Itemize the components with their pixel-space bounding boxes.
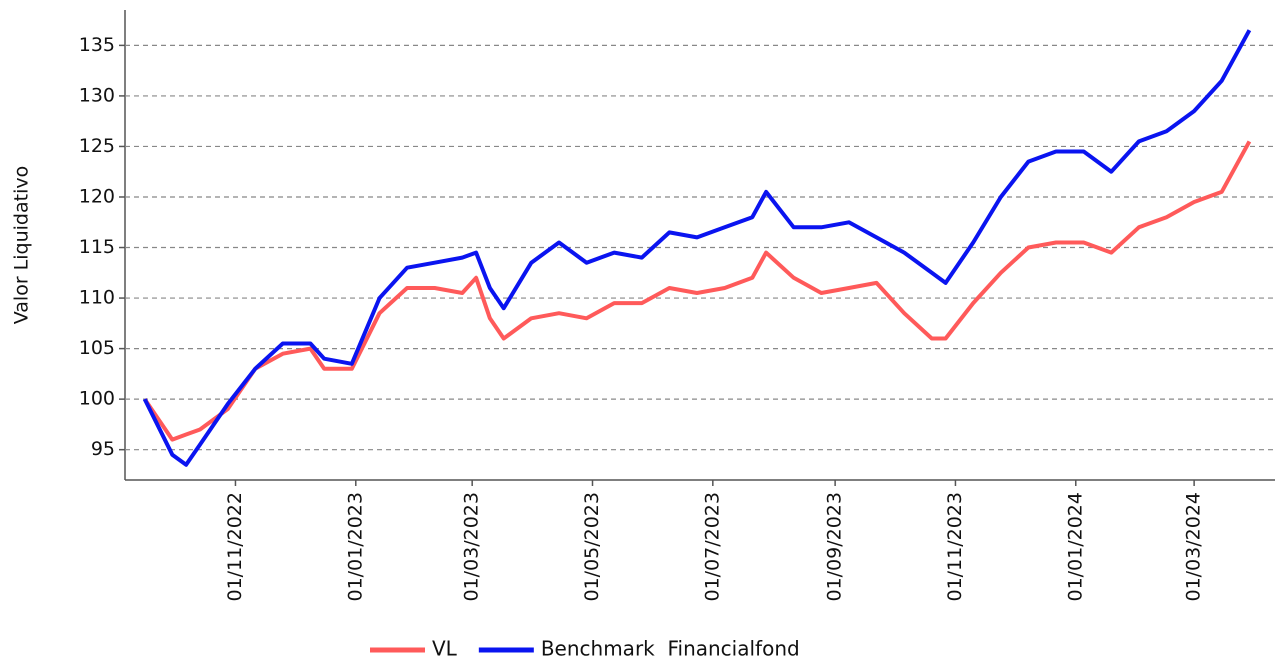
x-tick-label: 01/01/2024 [1064, 492, 1086, 602]
series-line [143, 140, 1252, 442]
y-tick-label: 130 [79, 84, 115, 106]
y-tick-label: 120 [79, 185, 115, 207]
y-tick-label: 135 [79, 34, 115, 56]
y-tick-label: 110 [79, 287, 115, 309]
x-tick-label: 01/11/2022 [224, 492, 246, 602]
x-tick-label: 01/03/2023 [461, 492, 483, 602]
x-tick-label: 01/05/2023 [581, 492, 603, 602]
x-tick-label: 01/09/2023 [824, 492, 846, 602]
legend-label: Benchmark Financialfond [541, 637, 800, 661]
y-tick-label: 105 [79, 337, 115, 359]
x-tick-label: 01/01/2023 [344, 492, 366, 602]
y-tick-label: 125 [79, 135, 115, 157]
y-tick-label: 95 [91, 438, 115, 460]
x-tick-label: 01/03/2024 [1183, 492, 1205, 602]
x-tick-label: 01/07/2023 [701, 492, 723, 602]
y-tick-label: 100 [79, 388, 115, 410]
y-tick-label: 115 [79, 236, 115, 258]
x-tick-label: 01/11/2023 [944, 492, 966, 602]
series-line [142, 29, 1252, 467]
y-axis-label: Valor Liquidativo [11, 166, 33, 324]
legend-label: VL [432, 637, 458, 661]
